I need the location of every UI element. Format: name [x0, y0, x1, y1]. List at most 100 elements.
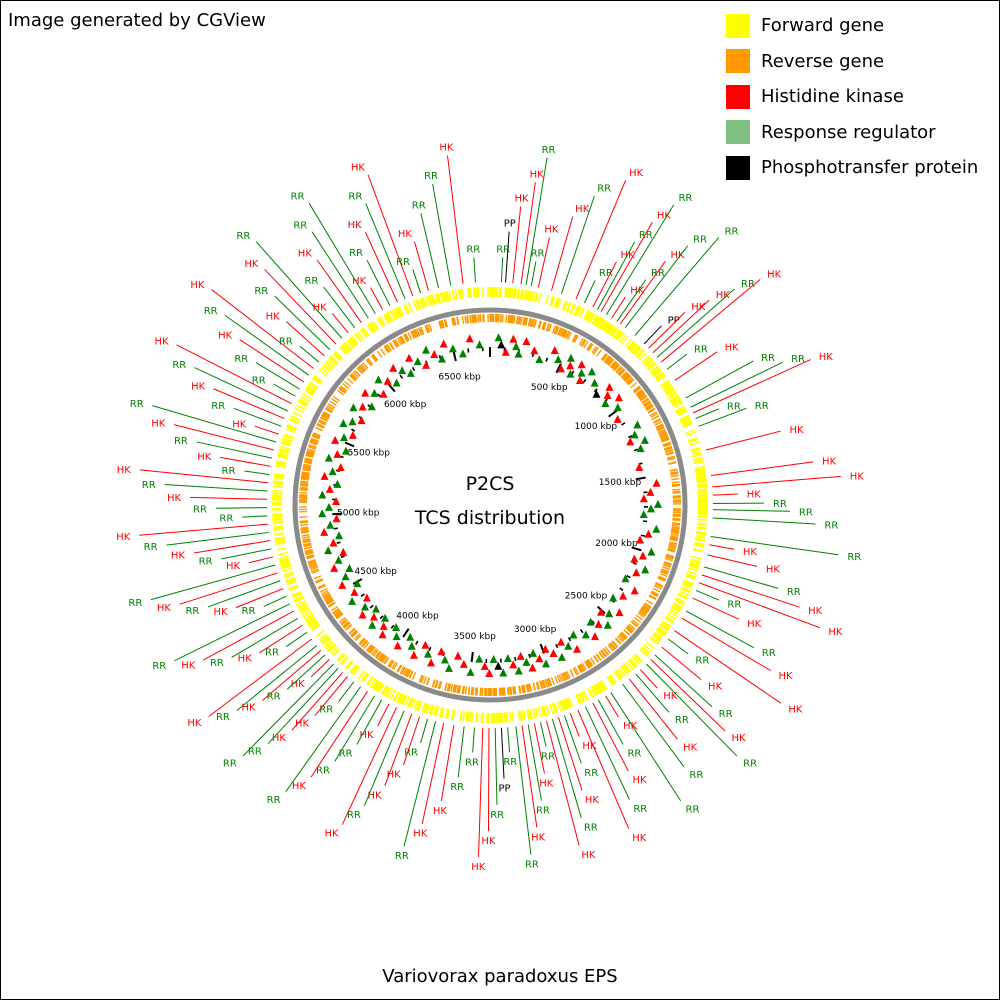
reverse-gene-mark	[450, 683, 454, 693]
reverse-gene-mark	[642, 605, 650, 611]
reverse-gene-mark	[305, 452, 315, 456]
reverse-gene-mark	[392, 340, 398, 348]
forward-gene-mark	[280, 561, 291, 566]
reverse-gene-mark	[340, 619, 349, 626]
reverse-gene-mark	[611, 640, 618, 648]
reverse-gene-mark	[639, 609, 647, 616]
reverse-gene-mark	[655, 423, 664, 429]
reverse-gene-mark	[660, 435, 669, 440]
reverse-gene-mark	[511, 315, 514, 324]
callout-leader	[704, 566, 779, 589]
forward-gene-mark	[332, 352, 342, 361]
callout-label: RR	[172, 360, 186, 371]
forward-gene-mark	[500, 287, 503, 298]
tcs-marker	[485, 668, 494, 677]
kbp-tick-label: 6000 kbp	[384, 400, 427, 410]
major-tick	[470, 651, 474, 663]
callout-label: HK	[629, 168, 644, 179]
callout-leader	[179, 572, 278, 605]
callout-leader	[440, 724, 455, 802]
forward-gene-mark	[309, 381, 319, 389]
callout-label: HK	[779, 671, 794, 682]
reverse-gene-mark	[408, 670, 414, 679]
reverse-gene-mark	[580, 663, 586, 672]
reverse-gene-mark	[453, 684, 457, 693]
reverse-gene-mark	[671, 484, 681, 487]
forward-gene-mark	[566, 302, 572, 313]
forward-gene-mark	[407, 302, 414, 313]
reverse-gene-mark	[451, 317, 455, 326]
callout-label: RR	[293, 220, 307, 231]
callout-label: HK	[788, 704, 803, 715]
forward-gene-mark	[697, 491, 708, 494]
reverse-gene-mark	[559, 328, 565, 337]
reverse-gene-mark	[623, 629, 631, 636]
reverse-gene-mark	[400, 335, 406, 344]
forward-gene-mark	[292, 593, 303, 599]
reverse-gene-mark	[668, 543, 677, 547]
forward-gene-mark	[693, 548, 704, 552]
forward-gene-mark	[441, 292, 446, 303]
forward-gene-mark	[272, 515, 283, 518]
reverse-gene-mark	[628, 623, 636, 630]
forward-gene-mark	[592, 315, 600, 326]
callout-label: RR	[761, 353, 775, 364]
callout-label: HK	[413, 829, 428, 840]
forward-gene-mark	[675, 597, 686, 604]
callout-leader	[366, 259, 391, 306]
forward-gene-mark	[610, 327, 618, 337]
callout-label: HK	[743, 547, 758, 558]
tcs-marker	[590, 378, 599, 387]
callout-leader	[196, 441, 273, 459]
forward-gene-mark	[505, 287, 509, 298]
forward-gene-mark	[620, 665, 629, 675]
reverse-gene-mark	[657, 577, 666, 582]
tcs-marker	[529, 648, 538, 657]
forward-gene-mark	[677, 592, 688, 599]
callout-leader	[208, 638, 313, 717]
reverse-gene-mark	[345, 624, 353, 631]
callout-label: HK	[242, 702, 257, 713]
forward-gene-mark	[650, 636, 659, 644]
reverse-gene-mark	[476, 687, 479, 696]
legend-item-phosphotransfer-protein: Phosphotransfer protein	[726, 150, 978, 186]
tcs-marker	[557, 637, 566, 646]
reverse-gene-mark	[633, 616, 642, 623]
reverse-gene-mark	[309, 564, 318, 569]
callout-label: RR	[210, 658, 224, 669]
reverse-gene-mark	[425, 677, 430, 686]
forward-gene-mark	[644, 358, 653, 367]
forward-gene-mark	[646, 361, 655, 370]
tcs-marker	[389, 363, 398, 372]
reverse-gene-mark	[654, 583, 663, 588]
callout-label: RR	[686, 804, 700, 815]
reverse-gene-mark	[338, 616, 347, 623]
minor-tick	[390, 624, 395, 629]
forward-gene-mark	[318, 369, 328, 377]
forward-gene-mark	[563, 699, 569, 710]
reverse-gene-mark	[448, 683, 452, 692]
reverse-gene-mark	[331, 397, 339, 404]
forward-gene-mark	[591, 314, 598, 325]
callout-label: RR	[541, 751, 555, 762]
reverse-gene-mark	[360, 639, 368, 647]
reverse-gene-mark	[672, 522, 681, 525]
legend-item-histidine-kinase: Histidine kinase	[726, 79, 978, 115]
callout-leader	[695, 589, 720, 601]
forward-gene-mark	[354, 332, 363, 342]
callout-leader	[255, 241, 343, 339]
forward-gene-mark	[621, 335, 629, 345]
tcs-marker	[605, 609, 614, 618]
tcs-marker	[594, 619, 603, 628]
forward-gene-mark	[382, 686, 390, 696]
tcs-marker	[644, 529, 653, 538]
tcs-marker	[566, 353, 575, 362]
callout-label: RR	[597, 184, 611, 195]
callout-leader	[421, 723, 445, 824]
callout-label: PP	[668, 315, 680, 326]
reverse-gene-mark	[321, 413, 330, 419]
callout-label: HK	[190, 280, 205, 291]
reverse-gene-mark	[661, 438, 670, 443]
reverse-gene-mark	[670, 536, 679, 540]
minor-tick	[369, 604, 374, 609]
